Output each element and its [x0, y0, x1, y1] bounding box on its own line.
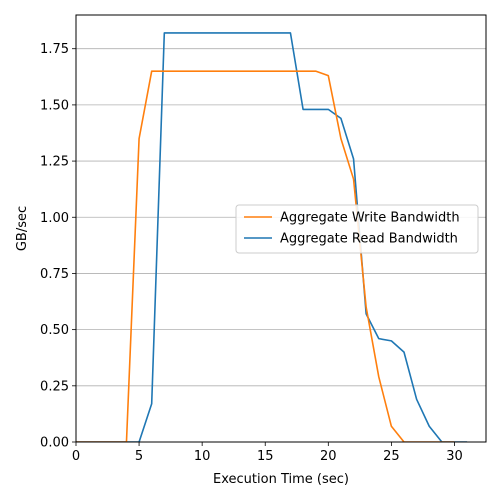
y-tick-label: 1.25: [40, 155, 69, 170]
series-lines: [76, 32, 468, 442]
y-tick-label: 0.50: [40, 323, 69, 338]
y-tick-label: 0.75: [40, 267, 69, 282]
plot-frame: [75, 14, 487, 443]
x-tick-label: 25: [383, 449, 400, 464]
x-tick-label: 15: [257, 449, 274, 464]
series-line-write-bandwidth: [76, 70, 455, 442]
legend-entry-write: Aggregate Write Bandwidth: [280, 211, 460, 226]
grid-lines: [76, 48, 486, 387]
x-axis-label: Execution Time (sec): [213, 472, 349, 487]
y-tick-label: 0.00: [40, 436, 69, 451]
y-tick-label: 1.50: [40, 98, 69, 113]
y-tick-label: 1.00: [40, 211, 69, 226]
axis-ticks: 0 5 10 15 20 25 30 0.00 0.25 0.50 0.75 1.00 1.25 1.50…: [40, 42, 463, 464]
y-tick-label: 0.25: [40, 379, 69, 394]
x-tick-label: 30: [446, 449, 463, 464]
y-tick-label: 1.75: [40, 42, 69, 57]
legend-box: [235, 204, 479, 254]
x-tick-label: 0: [72, 449, 80, 464]
series-line-read-bandwidth: [76, 32, 468, 442]
x-tick-label: 10: [194, 449, 211, 464]
x-tick-label: 5: [135, 449, 143, 464]
legend-entry-read: Aggregate Read Bandwidth: [280, 232, 458, 247]
legend: Aggregate Write Bandwidth Aggregate Read …: [235, 204, 479, 254]
x-tick-label: 20: [320, 449, 337, 464]
y-axis-label: GB/sec: [15, 206, 30, 251]
